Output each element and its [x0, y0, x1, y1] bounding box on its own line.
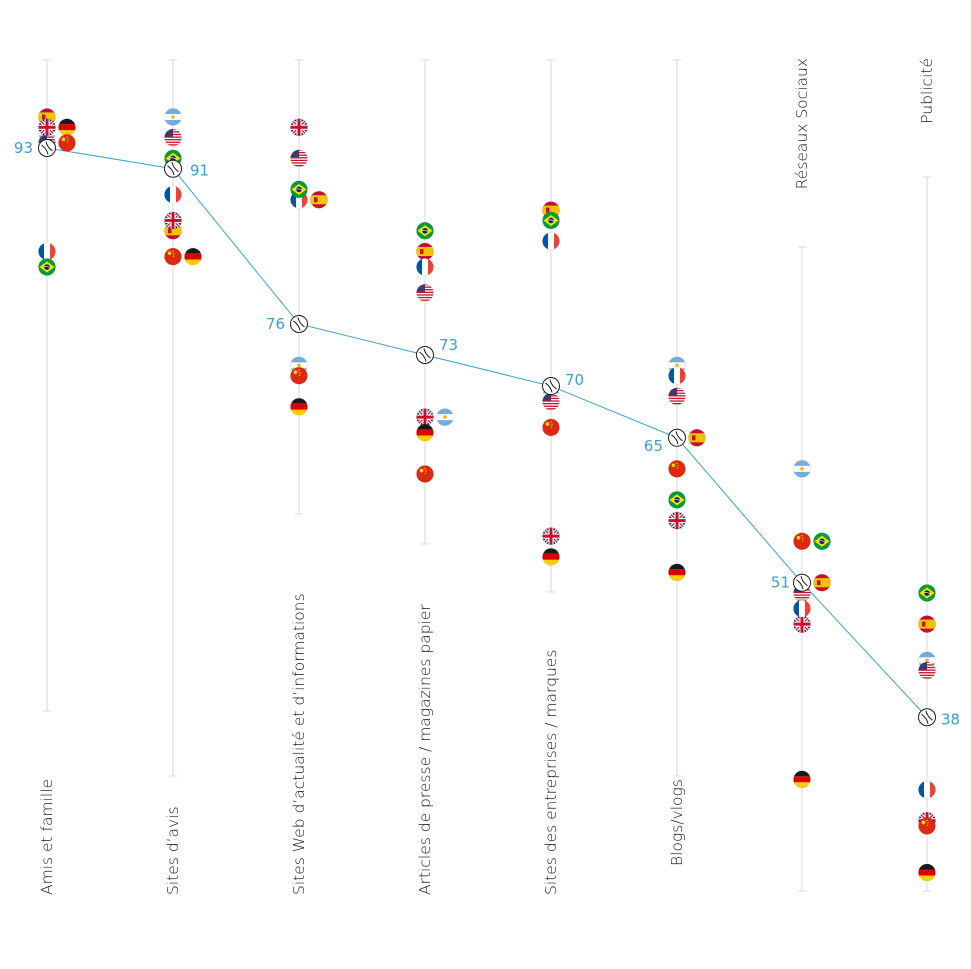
spain-flag-marker — [813, 573, 831, 592]
china-flag-marker — [793, 532, 811, 551]
category-label: Sites Web d’actualité et d’informations — [290, 593, 308, 895]
brazil-flag-marker — [38, 258, 56, 276]
average-value-label: 38 — [941, 710, 960, 728]
usa-flag-marker — [542, 392, 560, 411]
average-marker — [668, 428, 686, 447]
argentina-flag-marker — [164, 108, 182, 126]
germany-flag-marker — [58, 118, 76, 137]
germany-flag-marker — [793, 770, 811, 789]
usa-flag-marker — [918, 661, 936, 680]
brazil-flag-marker — [918, 584, 936, 602]
argentina-flag-marker — [793, 460, 811, 478]
category-label: Articles de presse / magazines papier — [416, 604, 434, 895]
germany-flag-marker — [416, 423, 434, 442]
france-flag-marker — [38, 242, 56, 261]
uk-flag-marker — [416, 408, 434, 426]
france-flag-marker — [416, 258, 434, 276]
brazil-flag-marker — [416, 222, 434, 240]
average-marker — [290, 314, 308, 333]
uk-flag-marker — [793, 615, 811, 633]
brazil-flag-marker — [813, 532, 831, 551]
category-label: Amis et famille — [38, 779, 56, 895]
france-flag-marker — [668, 366, 686, 385]
average-marker — [38, 139, 56, 157]
usa-flag-marker — [164, 128, 182, 147]
china-flag-marker — [416, 465, 434, 483]
category-label: Blogs/vlogs — [668, 779, 686, 866]
china-flag-marker — [164, 247, 182, 266]
china-flag-marker — [918, 817, 936, 835]
brazil-flag-marker — [290, 180, 308, 199]
germany-flag-marker — [290, 397, 308, 416]
spain-flag-marker — [416, 242, 434, 261]
uk-flag-marker — [668, 511, 686, 530]
china-flag-marker — [58, 134, 76, 152]
brazil-flag-marker — [542, 211, 560, 230]
average-marker — [164, 159, 182, 178]
france-flag-marker — [918, 780, 936, 799]
average-value-label: 91 — [190, 162, 209, 180]
average-marker — [793, 573, 811, 592]
germany-flag-marker — [918, 863, 936, 882]
brazil-flag-marker — [668, 491, 686, 509]
argentina-flag-marker — [436, 408, 454, 426]
spain-flag-marker — [310, 190, 328, 209]
germany-flag-marker — [668, 563, 686, 582]
france-flag-marker — [164, 185, 182, 204]
category-label: Publicité — [918, 58, 936, 124]
category-label: Réseaux Sociaux — [793, 58, 811, 189]
average-marker — [542, 377, 560, 396]
category-label: Sites d’avis — [164, 806, 182, 895]
uk-flag-marker — [542, 527, 560, 545]
average-line — [46, 147, 928, 718]
average-marker — [918, 708, 936, 727]
spain-flag-marker — [918, 615, 936, 633]
china-flag-marker — [668, 460, 686, 478]
average-value-label: 65 — [644, 437, 663, 455]
uk-flag-marker — [290, 118, 308, 137]
usa-flag-marker — [416, 284, 434, 302]
spain-flag-marker — [688, 428, 706, 447]
uk-flag-marker — [38, 118, 56, 137]
china-flag-marker — [542, 418, 560, 437]
usa-flag-marker — [290, 149, 308, 168]
average-value-label: 76 — [266, 315, 285, 333]
average-marker — [416, 346, 434, 364]
france-flag-marker — [542, 232, 560, 250]
average-value-label: 70 — [565, 371, 584, 389]
uk-flag-marker — [164, 211, 182, 230]
china-flag-marker — [290, 366, 308, 385]
average-value-label: 73 — [439, 336, 458, 354]
average-value-label: 51 — [771, 574, 790, 592]
germany-flag-marker — [542, 548, 560, 566]
usa-flag-marker — [668, 387, 686, 406]
germany-flag-marker — [184, 247, 202, 266]
france-flag-marker — [793, 599, 811, 618]
category-label: Sites des entreprises / marques — [542, 650, 560, 895]
average-value-label: 93 — [14, 139, 33, 157]
